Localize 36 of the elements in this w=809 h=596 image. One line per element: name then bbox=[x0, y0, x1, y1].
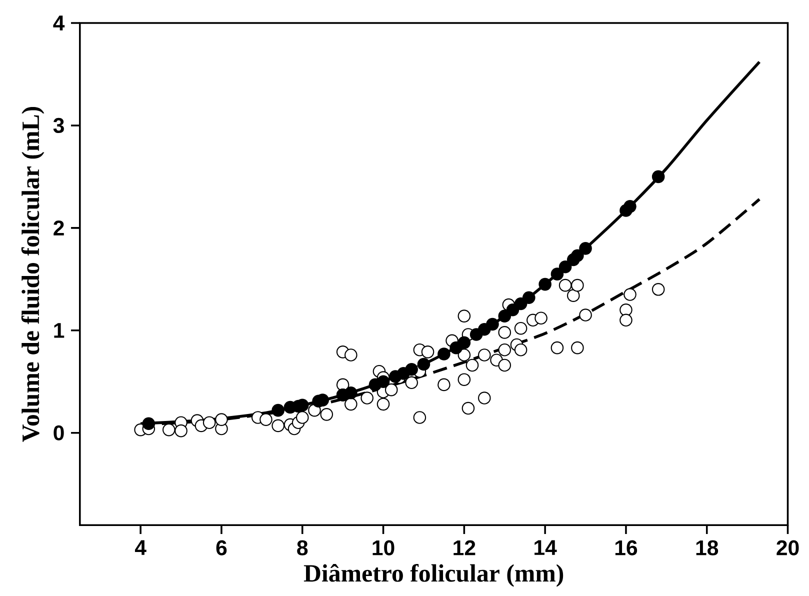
point bbox=[522, 291, 536, 304]
point bbox=[458, 336, 471, 350]
point bbox=[538, 278, 552, 291]
point bbox=[558, 260, 572, 274]
point bbox=[652, 170, 665, 184]
x-axis-title: Diâmetro folicular (mm) bbox=[304, 564, 564, 587]
x-tick-label: 10 bbox=[372, 540, 394, 556]
point bbox=[344, 386, 358, 400]
x-tick-label: 20 bbox=[776, 540, 799, 556]
point bbox=[438, 348, 450, 360]
point bbox=[486, 318, 499, 331]
x-tick-label: 18 bbox=[696, 540, 718, 556]
point bbox=[579, 242, 592, 255]
x-tick-label: 4 bbox=[134, 540, 146, 555]
point bbox=[506, 304, 520, 316]
x-tick-label: 12 bbox=[454, 540, 476, 556]
y-tick-label: 3 bbox=[53, 118, 64, 134]
y-tick-label: 0 bbox=[54, 425, 64, 440]
y-tick-label: 2 bbox=[54, 220, 64, 236]
x-tick-label: 16 bbox=[615, 540, 638, 556]
x-tick-label: 14 bbox=[534, 540, 557, 555]
x-tick-label: 6 bbox=[216, 540, 227, 556]
point bbox=[272, 404, 284, 417]
point bbox=[405, 363, 418, 376]
x-tick-label: 8 bbox=[297, 540, 308, 556]
point bbox=[417, 358, 430, 371]
y-axis-title: Volume de fluido folicular (mL) bbox=[21, 107, 44, 442]
point bbox=[498, 310, 512, 323]
point bbox=[514, 297, 528, 310]
point bbox=[571, 249, 584, 262]
y-tick-label: 1 bbox=[54, 323, 64, 338]
y-tick-label: 4 bbox=[53, 16, 65, 30]
point bbox=[376, 375, 390, 388]
point bbox=[142, 417, 156, 430]
point bbox=[550, 268, 564, 281]
point bbox=[624, 200, 636, 213]
